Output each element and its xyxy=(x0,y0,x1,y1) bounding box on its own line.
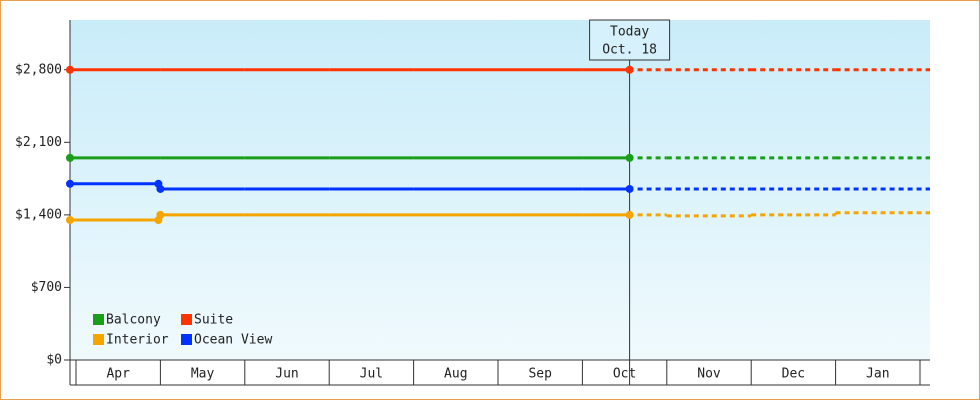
y-tick-label: $1,400 xyxy=(15,207,62,222)
today-box xyxy=(589,19,671,61)
y-tick-label: $2,800 xyxy=(15,62,62,77)
change-point xyxy=(156,184,165,193)
legend-label: Interior xyxy=(106,333,169,348)
legend-swatch xyxy=(181,314,192,325)
today-label: Today xyxy=(610,25,649,40)
x-tick-label: Nov xyxy=(697,367,721,382)
legend-label: Suite xyxy=(194,313,233,328)
start-point xyxy=(66,153,74,162)
x-tick-label: Jun xyxy=(275,367,298,382)
x-tick-label: Aug xyxy=(444,367,467,382)
today-point xyxy=(625,153,634,162)
legend-swatch xyxy=(93,334,104,345)
today-point xyxy=(625,210,634,219)
x-tick-label: Apr xyxy=(106,367,130,382)
today-point xyxy=(625,65,634,74)
y-tick-label: $0 xyxy=(46,353,62,368)
start-point xyxy=(66,179,74,188)
x-tick-label: Oct xyxy=(613,367,636,382)
start-point xyxy=(66,216,74,225)
today-point xyxy=(625,184,634,193)
y-tick-label: $700 xyxy=(31,280,62,295)
y-tick-label: $2,100 xyxy=(15,135,62,150)
legend-swatch xyxy=(93,314,104,325)
legend-label: Balcony xyxy=(106,313,161,328)
legend-label: Ocean View xyxy=(194,333,272,348)
x-tick-label: May xyxy=(191,367,215,382)
legend-swatch xyxy=(181,334,192,345)
x-tick-label: Jan xyxy=(866,367,889,382)
x-tick-label: Sep xyxy=(528,367,552,382)
today-label: Oct. 18 xyxy=(602,43,657,58)
change-point xyxy=(156,210,165,219)
x-tick-label: Dec xyxy=(782,367,805,382)
x-tick-label: Jul xyxy=(360,367,383,382)
start-point xyxy=(66,65,74,74)
